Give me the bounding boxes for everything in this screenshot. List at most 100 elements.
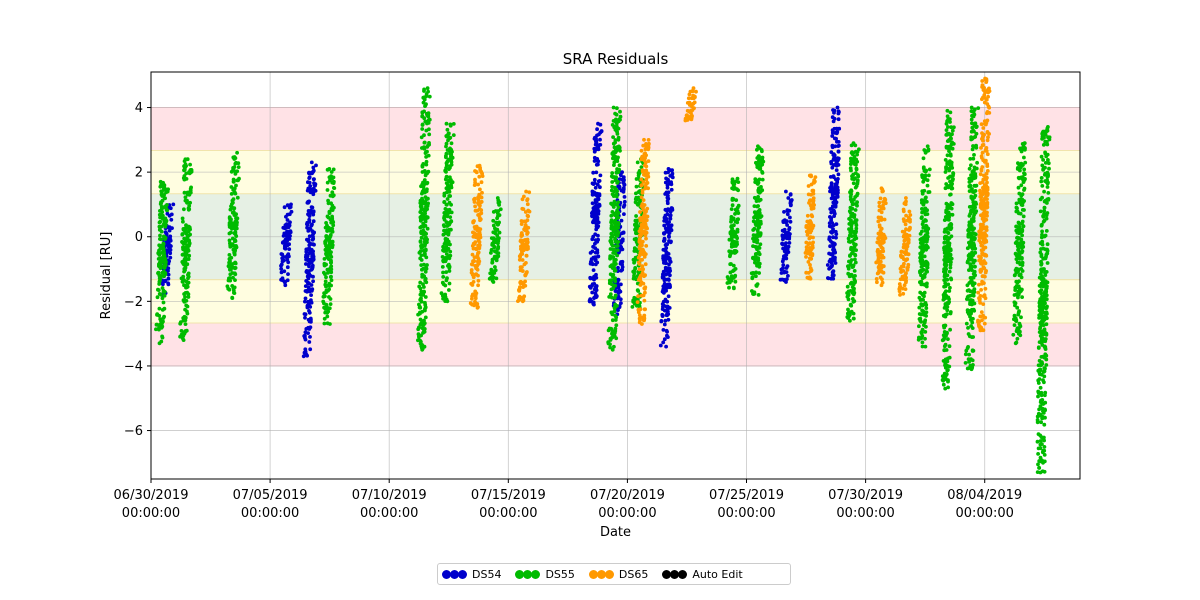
data-point xyxy=(329,278,334,283)
data-point xyxy=(608,345,612,350)
data-point xyxy=(946,246,951,251)
data-point xyxy=(439,291,444,296)
data-point xyxy=(969,298,973,302)
data-point xyxy=(610,266,615,270)
data-point xyxy=(609,174,614,179)
data-point xyxy=(642,137,646,142)
data-point xyxy=(183,322,188,326)
data-point xyxy=(234,216,239,220)
data-point xyxy=(945,330,949,335)
data-point xyxy=(158,219,163,224)
data-point xyxy=(185,243,189,248)
data-point xyxy=(308,211,313,215)
data-point xyxy=(757,271,761,275)
data-point xyxy=(308,190,313,195)
data-point xyxy=(478,187,482,192)
data-point xyxy=(479,199,484,204)
data-point xyxy=(1014,253,1019,258)
data-point xyxy=(971,216,976,221)
data-point xyxy=(646,147,651,152)
data-point xyxy=(826,276,830,280)
data-point xyxy=(522,227,527,232)
data-point xyxy=(1012,323,1017,327)
data-point xyxy=(942,334,947,339)
data-point xyxy=(609,188,614,193)
data-point xyxy=(634,177,639,181)
data-point xyxy=(329,274,333,279)
data-point xyxy=(830,263,834,268)
data-point xyxy=(611,135,615,140)
data-point xyxy=(666,255,671,260)
data-point xyxy=(1016,267,1021,272)
data-point xyxy=(853,252,857,257)
data-point xyxy=(1042,256,1047,261)
data-point xyxy=(310,237,315,242)
data-point xyxy=(444,121,449,126)
data-point xyxy=(1045,211,1050,215)
data-point xyxy=(825,263,830,267)
data-point xyxy=(732,251,737,255)
data-point xyxy=(444,175,449,180)
data-point xyxy=(1020,263,1025,267)
data-point xyxy=(227,253,232,257)
data-point xyxy=(637,313,642,318)
data-point xyxy=(422,190,427,195)
data-point xyxy=(1023,160,1028,165)
data-point xyxy=(476,250,481,255)
data-point xyxy=(330,243,335,248)
data-point xyxy=(225,284,230,289)
data-point xyxy=(974,143,978,148)
data-point xyxy=(640,264,645,268)
data-point xyxy=(942,325,947,330)
data-point xyxy=(229,192,234,196)
data-point xyxy=(973,172,978,176)
data-point xyxy=(157,306,162,311)
data-point xyxy=(613,218,618,223)
data-point xyxy=(610,184,614,189)
data-point xyxy=(168,206,173,211)
data-point xyxy=(620,259,625,264)
data-point xyxy=(1040,459,1045,464)
data-point xyxy=(610,243,615,248)
data-point xyxy=(632,295,637,300)
data-point xyxy=(332,186,337,191)
data-point xyxy=(689,102,694,107)
data-point xyxy=(1043,347,1048,351)
data-point xyxy=(661,254,666,259)
data-point xyxy=(1016,248,1020,252)
data-point xyxy=(784,241,788,246)
data-point xyxy=(949,186,954,191)
data-point xyxy=(520,241,525,246)
data-point xyxy=(618,109,622,114)
data-point xyxy=(233,278,237,282)
data-point xyxy=(733,279,738,284)
data-point xyxy=(661,304,665,309)
data-point xyxy=(751,236,755,241)
data-point xyxy=(851,181,856,186)
data-point xyxy=(1022,208,1026,212)
data-point xyxy=(1044,315,1048,319)
data-point xyxy=(1037,330,1042,334)
data-point xyxy=(1020,287,1024,292)
data-point xyxy=(490,273,495,278)
data-point xyxy=(941,337,946,342)
data-point xyxy=(782,234,787,239)
data-point xyxy=(971,261,976,265)
data-point xyxy=(941,382,946,387)
data-point xyxy=(950,166,955,170)
data-point xyxy=(948,327,952,332)
data-point xyxy=(834,168,839,173)
data-point xyxy=(281,240,285,245)
data-point xyxy=(729,217,734,222)
data-point xyxy=(427,127,431,132)
data-point xyxy=(641,293,646,298)
data-point xyxy=(490,278,495,283)
data-point xyxy=(853,242,858,247)
data-point xyxy=(788,192,793,197)
data-point xyxy=(970,109,975,114)
data-point xyxy=(309,160,314,165)
data-point xyxy=(612,309,617,314)
data-point xyxy=(613,313,618,318)
data-point xyxy=(644,236,648,241)
data-point xyxy=(828,175,833,179)
